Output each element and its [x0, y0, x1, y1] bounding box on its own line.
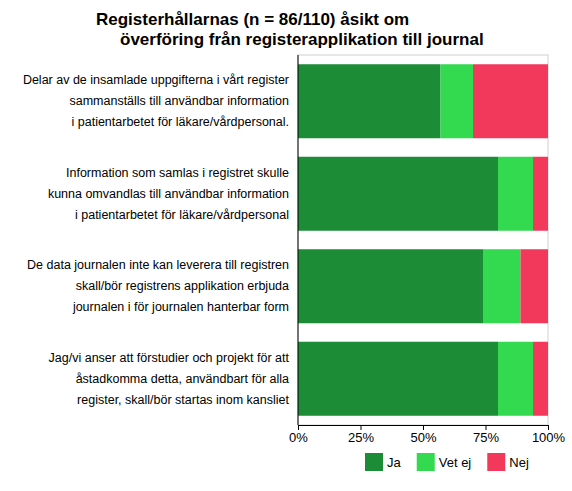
legend: Ja Vet ej Nej: [365, 453, 529, 471]
category-label: Information som samlas i registret skull…: [48, 166, 289, 222]
tick-label: 25%: [348, 430, 374, 445]
legend-swatch: [487, 453, 505, 471]
y-axis-line: [298, 55, 299, 425]
bar-segment: [298, 64, 441, 138]
bar-segment: [521, 249, 549, 323]
category-label-line: i patientarbetet för läkare/vårdpersonal: [75, 208, 289, 222]
category-label-line: Jag/vi anser att förstudier och projekt …: [49, 351, 290, 365]
y-axis: Delar av de insamlade uppgifterna i vårt…: [23, 73, 290, 407]
legend-label: Nej: [509, 455, 529, 470]
legend-label: Vet ej: [439, 455, 472, 470]
tick-label: 50%: [410, 430, 436, 445]
legend-swatch: [417, 453, 435, 471]
legend-swatch: [365, 453, 383, 471]
title-line: Registerhållarnas (n = 86/110) åsikt om: [96, 10, 409, 29]
category-label: Jag/vi anser att förstudier och projekt …: [49, 351, 290, 407]
bar-segment: [483, 249, 521, 323]
bars: [298, 64, 548, 416]
bar-segment: [441, 64, 474, 138]
plot-frame: [298, 55, 548, 425]
bar-segment: [298, 157, 498, 231]
category-label-line: sammanställs till användbar information: [69, 94, 289, 108]
bar-segment: [533, 342, 548, 416]
bar-segment: [498, 157, 533, 231]
title: Registerhållarnas (n = 86/110) åsikt omö…: [96, 10, 484, 49]
category-label-line: register, skall/bör startas inom kanslie…: [77, 393, 289, 407]
category-label-line: journalen i för journalen hanterbar form: [72, 300, 289, 314]
category-label: De data journalen inte kan leverera till…: [27, 258, 289, 314]
chart: Registerhållarnas (n = 86/110) åsikt omö…: [0, 0, 572, 491]
tick: 0%: [289, 425, 308, 445]
category-label-line: De data journalen inte kan leverera till…: [27, 258, 289, 272]
tick: 25%: [348, 425, 374, 445]
category-label: Delar av de insamlade uppgifterna i vårt…: [23, 73, 289, 129]
tick: 100%: [532, 425, 566, 445]
bar-segment: [473, 64, 548, 138]
tick-label: 0%: [289, 430, 308, 445]
x-axis: 0% 25% 50% 75% 100%: [289, 425, 565, 445]
tick: 75%: [473, 425, 499, 445]
bar-segment: [533, 157, 548, 231]
bar-segment: [298, 342, 498, 416]
bar-segment: [498, 342, 533, 416]
bar-segment: [298, 249, 483, 323]
category-label-line: åstadkomma detta, användbart för alla: [76, 372, 289, 386]
tick-label: 100%: [532, 430, 566, 445]
tick: 50%: [410, 425, 436, 445]
category-label-line: skall/bör registrens applikation erbjuda: [76, 279, 289, 293]
category-label-line: Information som samlas i registret skull…: [66, 166, 289, 180]
legend-label: Ja: [387, 455, 402, 470]
tick-label: 75%: [473, 430, 499, 445]
category-label-line: i patientarbetet för läkare/vårdpersonal…: [72, 115, 290, 129]
category-label-line: kunna omvandlas till användbar informati…: [48, 187, 289, 201]
title-line: överföring från registerapplikation till…: [120, 30, 484, 49]
category-label-line: Delar av de insamlade uppgifterna i vårt…: [23, 73, 289, 87]
